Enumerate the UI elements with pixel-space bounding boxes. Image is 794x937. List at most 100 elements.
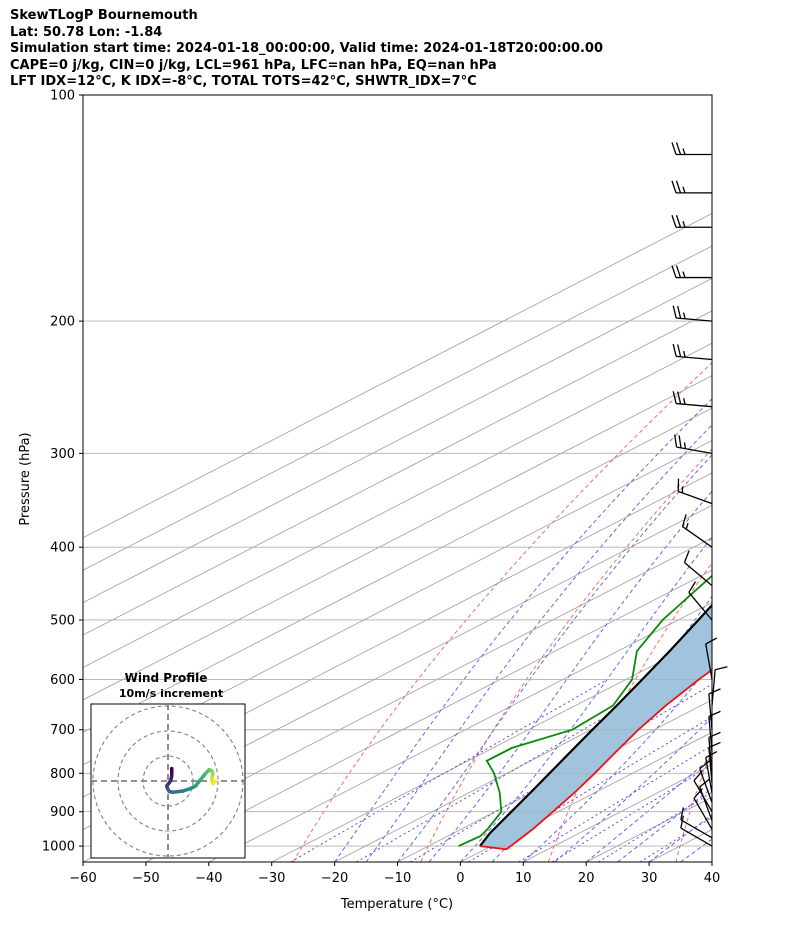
y-tick-label: 200 (50, 315, 75, 330)
y-tick-label: 600 (50, 673, 75, 688)
moist-adiabat (460, 536, 712, 862)
wind-barb (708, 741, 721, 784)
wind-barb-staff (705, 643, 713, 680)
wind-barb-staff (688, 591, 713, 621)
hodograph-ring (117, 730, 219, 832)
wind-barb (708, 688, 721, 730)
wind-barb-staff (705, 757, 713, 794)
wind-barb-half-feather (683, 398, 686, 405)
wind-barb-feather (680, 807, 684, 820)
moist-adiabat (491, 595, 712, 862)
wind-barb-feather (674, 434, 678, 448)
isotherm (83, 310, 712, 636)
wind-barb-feather (672, 305, 677, 319)
wind-barb (711, 666, 728, 706)
y-tick-label: 900 (50, 805, 75, 820)
temperature-line (479, 668, 712, 851)
isotherm (711, 861, 712, 862)
wind-barb (672, 305, 713, 322)
hodograph-content (91, 704, 245, 858)
wind-barb-feather (681, 514, 687, 527)
wind-barb (680, 815, 713, 847)
wind-barb-feather (678, 435, 682, 448)
cin-area (480, 605, 712, 850)
title-line-times: Simulation start time: 2024-01-18_00:00:… (10, 41, 603, 57)
wind-barb-feather (683, 550, 690, 563)
y-tick-label: 500 (50, 613, 75, 628)
wind-barb-staff (708, 716, 713, 753)
x-axis-label: Temperature (°C) (340, 897, 453, 912)
wind-barb-feather (675, 265, 682, 278)
isotherm (145, 569, 712, 862)
title-line-station: SkewTLogP Bournemouth (10, 8, 198, 23)
wind-barb-feather (677, 344, 682, 357)
isotherm (83, 245, 712, 571)
x-tick-label: −10 (384, 871, 411, 886)
isotherm (460, 731, 712, 862)
wind-barb (677, 478, 713, 505)
wind-barb-feather (671, 215, 677, 228)
mixing-ratio-line (552, 764, 712, 862)
wind-barb-staff (676, 355, 713, 361)
isotherm (83, 504, 712, 831)
wind-barb (681, 514, 713, 548)
wind-barb-feather (671, 180, 677, 194)
wind-barb (671, 265, 712, 279)
wind-barb-half-feather (682, 271, 686, 278)
wind-barb (688, 581, 713, 621)
y-tick-label: 800 (50, 767, 75, 782)
wind-barb-feather (688, 581, 697, 593)
y-tick-label: 100 (50, 89, 75, 104)
wind-barb-feather (677, 391, 682, 405)
wind-barb-half-feather (683, 350, 686, 358)
wind-barb-feather (705, 751, 718, 759)
wind-barb-staff (693, 797, 713, 830)
wind-barb (705, 637, 718, 680)
negative-area-fill (480, 605, 712, 850)
dry-adiabat (292, 362, 712, 862)
hodograph-subtitle: 10m/s increment (119, 687, 223, 700)
dry-adiabat (675, 749, 712, 862)
moist-adiabat (617, 787, 712, 862)
y-axis: 1000 900 800 700 600 500 400 300 200 100 (42, 89, 83, 855)
moist-adiabat (428, 490, 712, 862)
wind-barb-staff (676, 402, 713, 408)
wind-barb-half-feather (682, 221, 686, 228)
x-tick-label: −50 (132, 871, 159, 886)
wind-barb-feather (675, 215, 682, 228)
x-axis: −60 −50 −40 −30 −20 −10 0 10 20 30 40 (69, 862, 720, 886)
wind-barb-feather (675, 142, 682, 155)
wind-barb-feather (705, 637, 718, 645)
wind-barb (674, 434, 713, 454)
x-tick-label: 40 (704, 871, 721, 886)
wind-barb-half-feather (683, 442, 687, 449)
wind-barb-staff (708, 737, 713, 774)
moist-adiabat (680, 838, 712, 862)
isotherm (83, 277, 712, 604)
wind-barb (671, 180, 712, 194)
chart-title: SkewTLogP Bournemouth Lat: 50.78 Lon: -1… (10, 8, 603, 91)
wind-barb-feather (672, 343, 677, 357)
isotherm (397, 699, 712, 862)
isotherm (208, 602, 712, 862)
dewpoint-line (458, 574, 712, 847)
isotherm (83, 537, 712, 862)
moist-adiabat (334, 398, 712, 862)
wind-barb-staff (682, 526, 713, 548)
dry-adiabat (547, 561, 712, 862)
wind-barb-staff (684, 561, 713, 587)
wind-barb-staff (699, 768, 713, 803)
wind-barb-staff (680, 819, 713, 839)
moist-adiabat (711, 861, 712, 862)
wind-barb-half-feather (685, 522, 689, 530)
y-tick-label: 300 (50, 447, 75, 462)
title-line-indices: LFT IDX=12°C, K IDX=-8°C, TOTAL TOTS=42°… (10, 74, 477, 90)
moist-adiabat (522, 662, 712, 862)
wind-barb-half-feather (682, 186, 686, 194)
isotherm (83, 375, 712, 701)
y-tick-label: 400 (50, 541, 75, 556)
wind-barb-staff (677, 490, 713, 505)
wind-barb-feather (671, 142, 677, 155)
mixing-ratio-line (518, 744, 712, 862)
